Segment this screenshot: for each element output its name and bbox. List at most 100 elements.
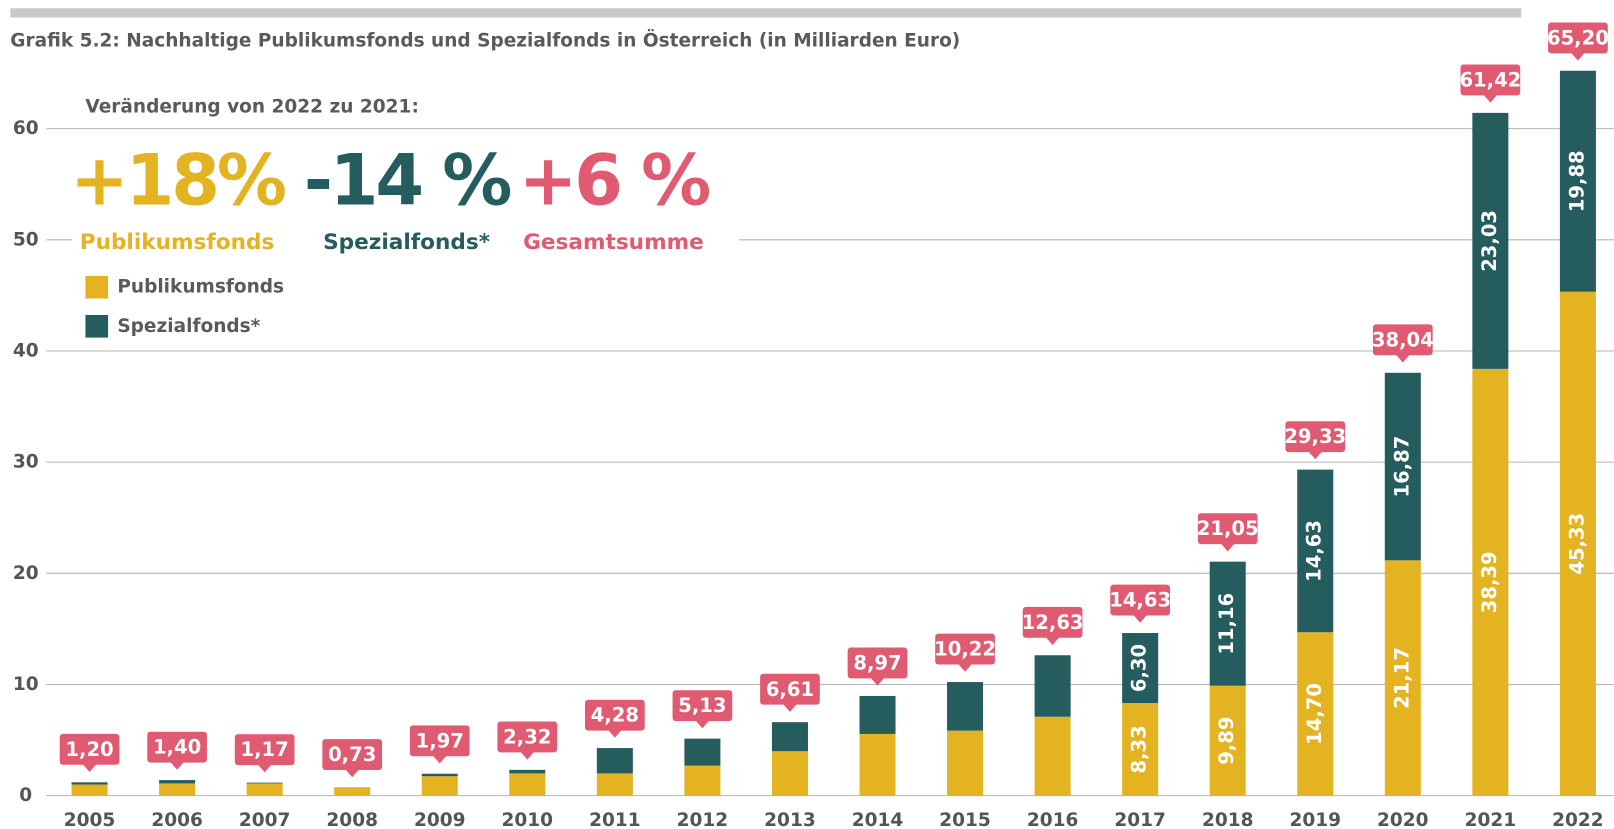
bar-segment [71,782,108,785]
bar-segment [1384,372,1421,561]
x-tick-label: 2015 [939,810,991,829]
bar-segment [159,783,196,796]
bar-segment [1384,560,1421,796]
total-label: 38,04 [1372,328,1434,351]
segment-label: 6,30 [1128,644,1151,692]
total-pointer [1220,543,1235,552]
total-pointer [1483,94,1498,103]
total-box [497,721,558,753]
segment-label: 21,17 [1390,647,1413,709]
x-tick-label: 2005 [64,810,116,829]
x-tick-label: 2006 [151,810,203,829]
x-tick-label: 2019 [1289,810,1341,829]
segment-label: 45,33 [1565,513,1588,575]
chart-title: Grafik 5.2: Nachhaltige Publikumsfonds u… [10,28,960,52]
total-label: 0,73 [328,743,376,766]
bar-segment [421,776,458,796]
total-box [672,690,733,722]
bar-segment [246,782,283,784]
total-pointer [1570,52,1586,61]
x-tick-label: 2008 [326,810,378,829]
annotation-value: -14 % [304,139,510,221]
total-pointer [1045,636,1060,645]
total-callout: 29,33 [1284,421,1346,460]
total-box [234,734,295,766]
y-tick-label: 30 [13,452,39,473]
chart-body: Grafik 5.2: Nachhaltige Publikumsfonds u… [10,8,1614,829]
total-box [1110,584,1171,616]
annotation-label: Publikumsfonds [80,230,275,255]
total-pointer [169,761,185,770]
annotation-label: Spezialfonds* [323,230,490,255]
annotation-value: +18% [70,139,285,221]
segment-label: 9,89 [1215,717,1238,765]
segment-label: 14,70 [1303,683,1326,745]
total-box [760,673,820,705]
total-callout: 65,20 [1547,22,1609,61]
y-tick-label: 50 [13,229,39,250]
total-label: 4,28 [591,704,639,727]
total-callout: 14,63 [1109,584,1171,623]
segment-label: 16,87 [1390,436,1413,498]
total-callout: 21,05 [1197,513,1259,552]
total-box [409,725,470,757]
bar-segment [1209,561,1246,686]
x-tick-label: 2011 [589,810,641,829]
total-pointer [432,755,447,764]
bar-segment [596,773,633,796]
total-box [1022,606,1083,638]
x-tick-label: 2021 [1465,810,1517,829]
legend-label: Spezialfonds* [117,316,260,337]
annotation-value: +6 % [519,139,709,221]
legend-swatch [85,314,109,338]
bar-segment [1297,632,1334,796]
total-pointer [1132,614,1148,623]
x-tick-label: 2022 [1552,810,1604,829]
x-tick-label: 2017 [1114,810,1166,829]
y-tick-label: 20 [13,563,39,584]
bar-segment [1034,655,1071,717]
total-pointer [82,763,97,773]
y-tick-label: 0 [19,785,32,806]
bar-segment [1297,469,1334,633]
y-tick-label: 40 [13,340,39,361]
bar-segment [1034,716,1071,796]
total-label: 12,63 [1022,611,1084,634]
segment-label: 14,63 [1303,520,1326,582]
bar-segment [1122,703,1159,796]
x-tick-label: 2007 [239,810,291,829]
total-pointer [607,729,623,738]
bar-segment [947,682,984,731]
bar-segment [334,787,371,796]
total-callout: 1,40 [147,731,207,770]
total-label: 1,40 [153,736,201,759]
bar-segment [1122,633,1159,704]
bar-segment [859,695,896,734]
y-tick-label: 60 [13,118,39,139]
x-tick-label: 2018 [1202,810,1254,829]
bar-segment [684,738,721,766]
total-box [585,699,645,731]
total-box [1548,22,1608,54]
total-pointer [695,720,710,729]
x-tick-label: 2013 [764,810,816,829]
total-label: 10,22 [934,638,996,661]
bar-segment [1472,368,1509,796]
x-tick-label: 2016 [1027,810,1079,829]
total-label: 65,20 [1547,26,1609,49]
total-pointer [520,751,535,760]
annotation-label: Gesamtsumme [523,230,704,255]
total-label: 61,42 [1459,68,1521,91]
total-pointer [257,764,272,773]
total-label: 14,63 [1109,589,1171,612]
total-box [147,731,207,763]
bar-segment [596,748,633,774]
total-pointer [344,769,360,778]
x-tick-label: 2014 [852,810,904,829]
bar-segment [859,733,896,796]
segment-label: 8,33 [1128,725,1151,773]
total-callout: 1,97 [409,725,470,764]
total-pointer [957,663,973,672]
total-callout: 0,73 [322,739,383,778]
